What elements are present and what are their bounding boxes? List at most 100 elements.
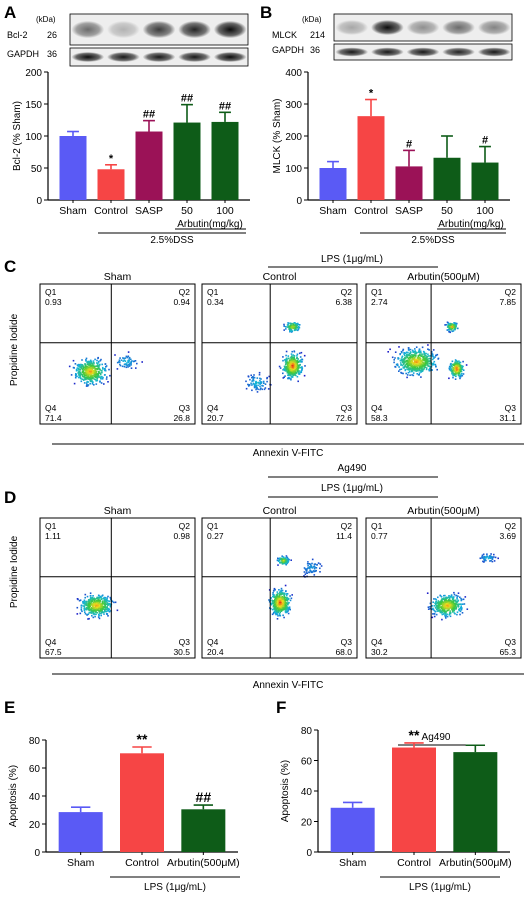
flow-event-dot — [456, 600, 458, 603]
flow-event-dot — [287, 612, 290, 615]
flow-event-dot — [452, 610, 455, 612]
flow-event-dot — [397, 358, 399, 360]
quadrant-q1-value: 2.74 — [371, 297, 388, 307]
flow-event-dot — [448, 331, 451, 333]
flow-event-dot — [87, 602, 90, 605]
flow-event-dot — [459, 370, 461, 373]
flow-event-dot — [282, 558, 285, 561]
flow-event-dot — [437, 596, 439, 599]
flow-event-dot — [105, 606, 107, 609]
flow-event-dot — [421, 360, 423, 363]
flow-event-dot — [277, 615, 279, 617]
flow-event-dot — [272, 590, 275, 592]
flow-event-dot — [314, 566, 316, 569]
flow-event-dot — [79, 376, 82, 378]
flow-event-dot — [92, 595, 94, 597]
flow-event-dot — [96, 359, 98, 362]
flow-event-dot — [276, 559, 279, 561]
flow-event-dot — [73, 382, 76, 385]
flow-event-dot — [86, 595, 89, 598]
flow-event-dot — [294, 373, 296, 376]
flow-event-dot — [259, 383, 261, 386]
flow-event-dot — [100, 596, 102, 599]
flow-event-dot — [416, 363, 419, 365]
flow-event-dot — [290, 559, 292, 561]
flow-event-dot — [395, 363, 398, 366]
flow-event-dot — [94, 603, 96, 605]
flow-event-dot — [460, 608, 463, 611]
flow-event-dot — [482, 553, 485, 556]
y-tick-label: 0 — [296, 196, 302, 207]
flow-event-dot — [98, 605, 101, 608]
flow-event-dot — [96, 375, 99, 377]
flow-event-dot — [88, 375, 90, 378]
flow-event-dot — [255, 388, 257, 391]
flow-event-dot — [417, 374, 420, 376]
flow-event-dot — [297, 364, 299, 366]
flow-event-dot — [89, 596, 92, 599]
flow-event-dot — [285, 357, 288, 360]
flow-event-dot — [407, 349, 410, 351]
flow-event-dot — [89, 366, 91, 369]
flow-event-dot — [450, 324, 453, 326]
flow-event-dot — [108, 609, 110, 612]
flow-event-dot — [290, 326, 293, 329]
western-blot-a: Bcl-2 26 GAPDH 36 — [7, 13, 249, 67]
flow-event-dot — [70, 374, 73, 376]
flow-event-dot — [93, 603, 95, 606]
flow-event-dot — [94, 358, 96, 361]
flow-event-dot — [457, 592, 460, 594]
flow-event-dot — [126, 362, 128, 364]
flow-event-dot — [104, 604, 106, 607]
flow-event-dot — [285, 563, 287, 566]
flow-event-dot — [88, 366, 91, 369]
flow-event-dot — [454, 327, 456, 330]
flow-event-dot — [74, 376, 77, 379]
flow-event-dot — [449, 615, 452, 618]
flow-event-dot — [455, 366, 457, 369]
quadrant-q1-value: 0.27 — [207, 531, 224, 541]
flow-event-dot — [99, 368, 101, 371]
flow-event-dot — [259, 377, 261, 380]
flow-event-dot — [275, 598, 278, 600]
flow-event-dot — [264, 383, 267, 385]
flow-event-dot — [449, 599, 451, 602]
flow-event-dot — [101, 607, 104, 610]
flow-event-dot — [276, 603, 279, 605]
flow-event-dot — [290, 369, 293, 371]
flow-event-dot — [76, 375, 78, 378]
flow-event-dot — [402, 358, 404, 360]
flow-event-dot — [301, 358, 303, 361]
flow-event-dot — [428, 368, 431, 370]
flow-event-dot — [459, 377, 461, 380]
flow-event-dot — [103, 603, 106, 606]
flow-event-dot — [85, 357, 88, 360]
flow-event-dot — [102, 376, 104, 379]
flow-event-dot — [76, 613, 79, 615]
flow-event-dot — [423, 368, 425, 371]
flow-event-dot — [412, 363, 414, 365]
flow-event-dot — [87, 362, 89, 364]
flow-event-dot — [459, 610, 462, 613]
flow-event-dot — [423, 365, 426, 367]
flow-event-dot — [259, 382, 262, 384]
flow-event-dot — [89, 594, 92, 597]
flow-event-dot — [422, 350, 425, 353]
y-tick-label: 80 — [301, 726, 313, 737]
flow-event-dot — [86, 369, 89, 372]
flow-event-dot — [416, 366, 419, 369]
flow-event-dot — [437, 357, 440, 360]
flow-event-dot — [123, 357, 125, 360]
blot-band — [477, 47, 511, 57]
flow-event-dot — [130, 364, 132, 366]
flow-event-dot — [291, 376, 294, 378]
flow-event-dot — [290, 372, 293, 374]
flow-event-dot — [90, 360, 93, 363]
flow-event-dot — [426, 355, 429, 358]
flow-event-dot — [433, 605, 436, 607]
flow-event-dot — [98, 371, 100, 373]
flow-event-dot — [89, 379, 91, 381]
flow-event-dot — [445, 608, 447, 610]
flow-event-dot — [450, 599, 452, 602]
